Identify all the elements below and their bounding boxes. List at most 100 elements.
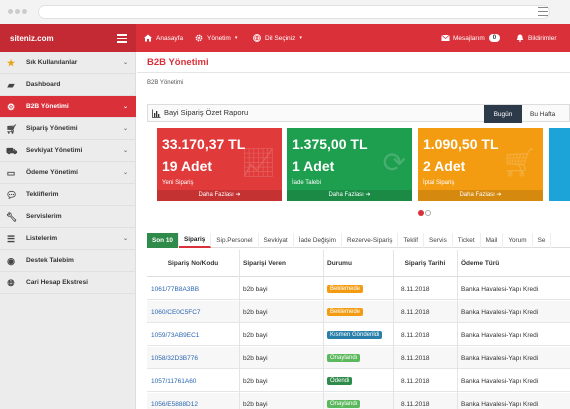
sidebar-item-label: B2B Yönetimi (26, 103, 69, 110)
tab-service[interactable]: Servis (424, 233, 453, 248)
order-no-link[interactable]: 1056/E5888D12 (151, 400, 198, 408)
address-bar[interactable] (38, 5, 550, 19)
tab-reserve-order[interactable]: Rezerve-Sipariş (342, 233, 399, 248)
tab-ticket[interactable]: Ticket (453, 233, 481, 248)
sidebar-item-orders[interactable]: 🛒︎ Sipariş Yönetimi ⌄ (0, 118, 136, 140)
table-row[interactable]: 1060/CE0C5FC7 b2b bayi Beklemede 8.11.2018 B… (147, 301, 570, 323)
card-icon: ▭ (6, 168, 16, 178)
status-badge: Ödendi (327, 377, 353, 385)
sidebar-item-offers[interactable]: 💬︎ Tekliflerim (0, 184, 136, 206)
status-cell: Beklemede (327, 301, 393, 323)
card-count: 1 Adet (292, 158, 335, 174)
col-payment: Ödeme Türü (461, 259, 500, 267)
dashboard-icon: ▰ (7, 80, 15, 90)
table-row[interactable]: 1058/32D3B776 b2b bayi Onaylandı 8.11.2018 B… (147, 347, 570, 369)
card-more-link[interactable]: Daha Fazlası ➔ (287, 190, 412, 201)
gear-icon: ⚙ (6, 102, 16, 112)
tab-more[interactable]: Se (533, 233, 552, 248)
order-no-link[interactable]: 1060/CE0C5FC7 (151, 308, 201, 316)
sidebar-item-services[interactable]: 🔧︎ Servislerim (0, 206, 136, 228)
app: siteniz.com Anasayfa Yönetim ▾ (0, 24, 570, 409)
order-date: 8.11.2018 (401, 308, 430, 316)
main-content: B2B Yönetimi B2B Yönetimi Bayi Sipariş Ö… (137, 52, 570, 409)
nav-notifications-label: Bildirimler (528, 34, 557, 42)
arrow-right-icon: ➔ (365, 192, 371, 198)
status-badge: Onaylandı (327, 400, 361, 408)
tab-order-staff[interactable]: Sip.Personel (211, 233, 259, 248)
today-button[interactable]: Bugün (484, 105, 522, 123)
messages-count-badge: 0 (488, 34, 501, 42)
tab-return-exchange[interactable]: İade Değişim (294, 233, 342, 248)
nav-notifications[interactable]: Bildirimler (516, 24, 557, 52)
brand-logo[interactable]: siteniz.com (0, 24, 136, 52)
more-label: Daha Fazlası (459, 192, 495, 198)
card-amount: 1.090,50 TL (423, 136, 499, 152)
breadcrumb: B2B Yönetimi (147, 80, 184, 86)
tab-comment[interactable]: Yorum (503, 233, 533, 248)
order-no-link[interactable]: 1061/77B8A3BB (151, 285, 200, 293)
nav-language[interactable]: Dil Seçiniz ▾ (253, 24, 302, 52)
column-divider (323, 250, 324, 409)
chevron-down-icon: ⌄ (122, 60, 128, 66)
order-date: 8.11.2018 (401, 400, 430, 408)
carousel-dot-active[interactable] (418, 210, 424, 216)
sidebar-item-b2b[interactable]: ⚙ B2B Yönetimi ⌄ (0, 96, 136, 118)
sidebar-item-support[interactable]: ◉ Destek Talebim (0, 250, 136, 272)
tab-shipping[interactable]: Sevkiyat (259, 233, 294, 248)
payment-type: Banka Havalesi-Yapı Kredi (461, 400, 539, 408)
sidebar-item-account-statement[interactable]: 🌐︎ Cari Hesap Ekstresi (0, 272, 136, 294)
status-badge: Kısmen Gönderildi (327, 331, 383, 339)
status-cell: Onaylandı (327, 393, 393, 409)
globe-icon: 🌐︎ (7, 278, 15, 288)
order-no-link[interactable]: 1059/73AB9EC1 (151, 331, 200, 339)
sidebar-item-payments[interactable]: ▭ Ödeme Yönetimi ⌄ (0, 162, 136, 184)
list-icon: ☰ (6, 234, 16, 244)
table-row[interactable]: 1056/E5888D12 b2b bayi Onaylandı 8.11.2018 B… (147, 393, 570, 409)
browser-menu-icon[interactable] (538, 7, 548, 16)
stat-card-partial (549, 128, 570, 201)
stat-card-new-orders: 📈︎ 33.170,37 TL 19 Adet Yeni Sipariş Dah… (157, 128, 282, 201)
divider (137, 72, 570, 73)
nav-messages[interactable]: Mesajlarım 0 (441, 24, 501, 52)
card-more-link[interactable]: Daha Fazlası ➔ (418, 190, 543, 201)
tab-mail[interactable]: Mail (481, 233, 504, 248)
tab-last10[interactable]: Son 10 (147, 233, 179, 248)
payment-type: Banka Havalesi-Yapı Kredi (461, 331, 539, 339)
column-divider (457, 250, 458, 409)
carousel-dot[interactable] (425, 210, 431, 216)
gear-icon (195, 34, 203, 42)
this-week-button[interactable]: Bu Hafta (530, 110, 556, 118)
status-cell: Beklemede (327, 278, 393, 300)
card-count: 19 Adet (162, 158, 213, 174)
card-more-link[interactable]: Daha Fazlası ➔ (157, 190, 282, 201)
hamburger-icon[interactable] (117, 34, 127, 43)
nav-management[interactable]: Yönetim ▾ (195, 24, 237, 52)
chat-icon: 💬︎ (6, 190, 18, 200)
sidebar-item-label: Sevkiyat Yönetimi (26, 147, 83, 154)
sidebar-item-label: Listelerim (26, 235, 58, 242)
table-row[interactable]: 1061/77B8A3BB b2b bayi Beklemede 8.11.2018 B… (147, 278, 570, 300)
tab-orders[interactable]: Sipariş (178, 233, 212, 248)
cart-icon: 🛒︎ (6, 124, 18, 134)
sidebar-item-favorites[interactable]: ★ Sık Kullanılanlar ⌄ (0, 52, 136, 74)
order-no-link[interactable]: 1057/11761A60 (151, 377, 197, 385)
payment-type: Banka Havalesi-Yapı Kredi (461, 285, 539, 293)
table-row[interactable]: 1059/73AB9EC1 b2b bayi Kısmen Gönderildi 8.… (147, 324, 570, 346)
tab-offer[interactable]: Teklif (398, 233, 425, 248)
sidebar-item-shipping[interactable]: ⛟ Sevkiyat Yönetimi ⌄ (0, 140, 136, 162)
nav-home[interactable]: Anasayfa (144, 24, 183, 52)
stat-card-cancelled: 🛒︎ 1.090,50 TL 2 Adet İptal Sipariş Daha… (418, 128, 543, 201)
order-date: 8.11.2018 (401, 331, 430, 339)
refresh-icon: ⟳ (382, 147, 406, 178)
sidebar-item-label: Sipariş Yönetimi (26, 125, 78, 132)
browser-toolbar (0, 0, 570, 24)
table-row[interactable]: 1057/11761A60 b2b bayi Ödendi 8.11.2018 Bank… (147, 370, 570, 392)
sidebar-item-lists[interactable]: ☰ Listelerim ⌄ (0, 228, 136, 250)
order-no-link[interactable]: 1058/32D3B776 (151, 354, 198, 362)
cart-icon: 🛒︎ (501, 147, 537, 178)
sidebar-item-dashboard[interactable]: ▰ Dashboard (0, 74, 136, 96)
chevron-down-icon: ⌄ (122, 148, 128, 154)
payment-type: Banka Havalesi-Yapı Kredi (461, 377, 539, 385)
order-date: 8.11.2018 (401, 285, 430, 293)
